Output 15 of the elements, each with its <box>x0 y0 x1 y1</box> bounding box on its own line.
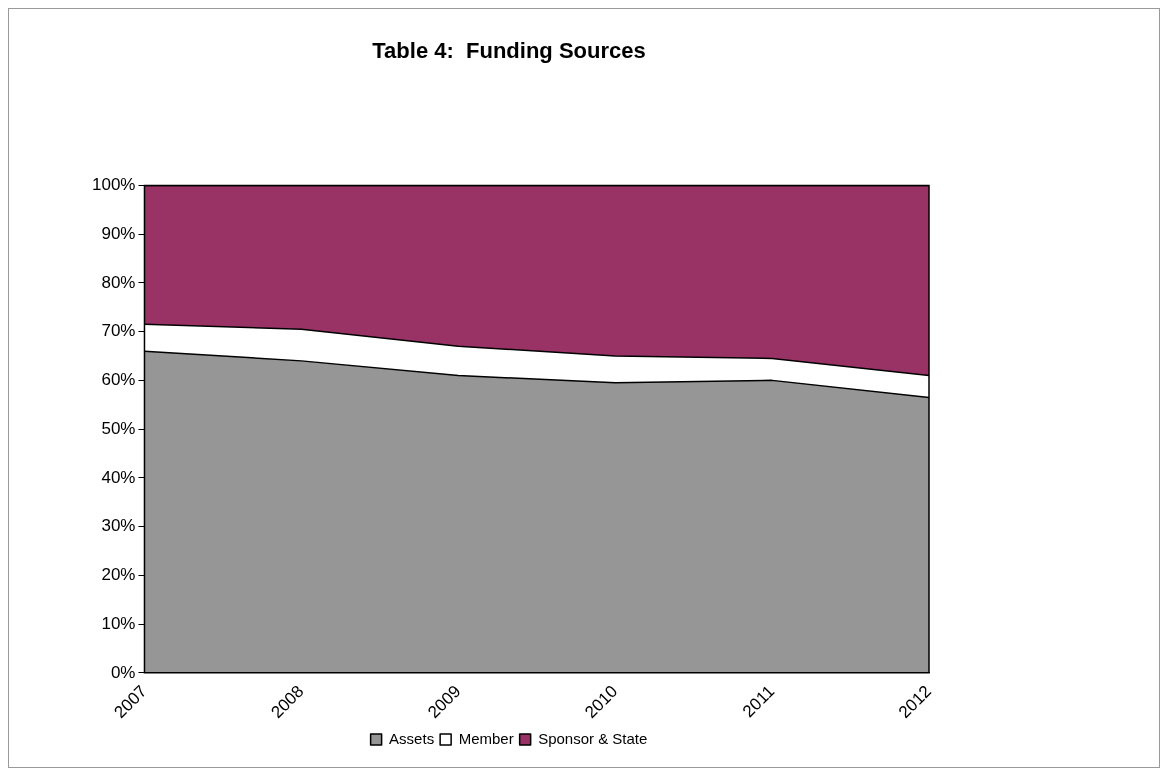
y-tick-label: 60% <box>101 370 136 390</box>
y-tick-label: 0% <box>110 662 136 682</box>
y-tick-label: 10% <box>101 613 136 633</box>
y-tick-label: 90% <box>101 223 136 243</box>
y-tick-label: 50% <box>101 418 136 438</box>
legend-label: Assets <box>389 729 435 747</box>
y-tick-label: 70% <box>101 321 136 341</box>
y-tick-label: 100% <box>92 175 136 195</box>
y-tick-label: 40% <box>101 467 136 487</box>
y-tick-label: 30% <box>101 516 136 536</box>
legend-label: Sponsor & State <box>538 729 648 747</box>
y-tick-label: 20% <box>101 565 136 585</box>
legend-label: Member <box>458 729 514 747</box>
y-tick-label: 80% <box>101 272 136 292</box>
chart-title: Table 4: Funding Sources <box>372 38 646 64</box>
